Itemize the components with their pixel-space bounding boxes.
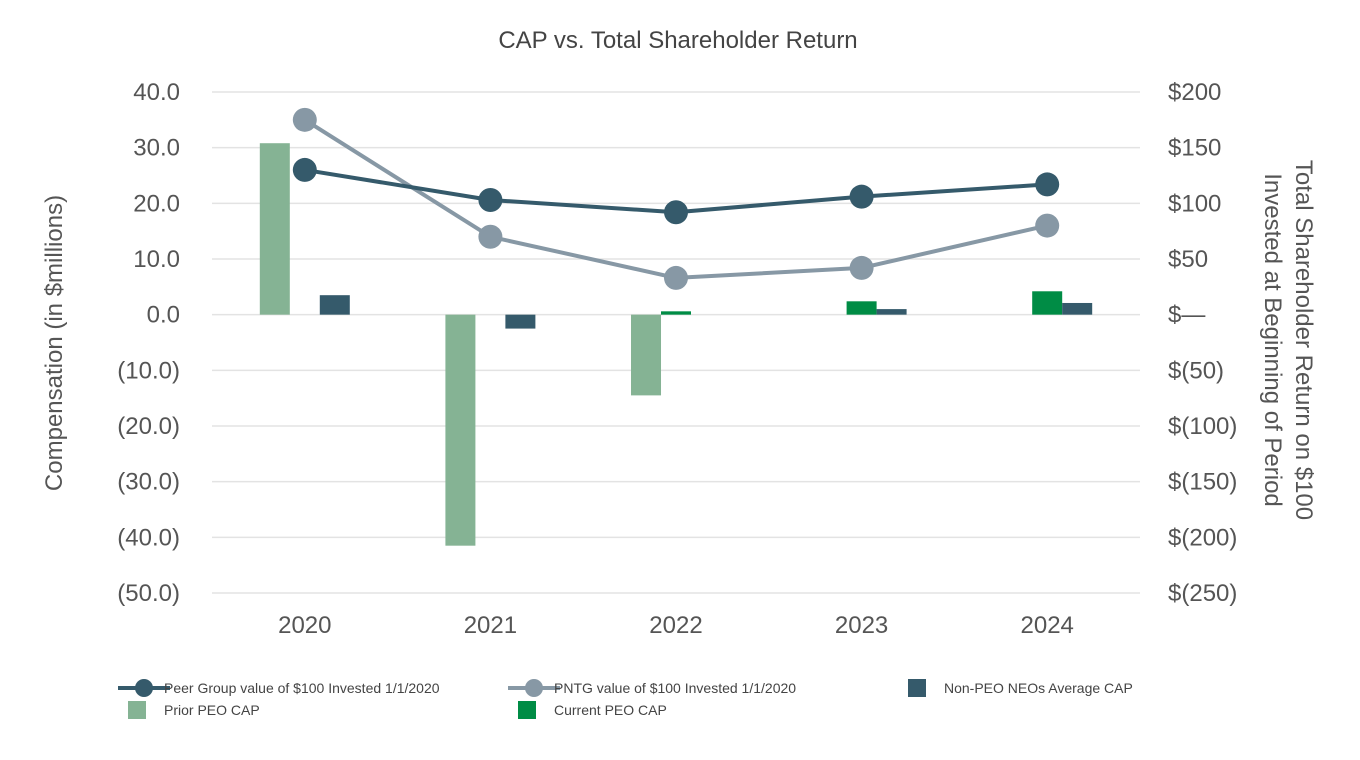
peer-group-tsr-point xyxy=(849,184,874,209)
tick-labels: 40.0 30.0 20.0 10.0 0.0 (10.0) (20.0) (30.0) (40… xyxy=(117,79,1237,639)
non-peo-neo-cap-bar xyxy=(505,314,536,329)
bar-marks xyxy=(259,143,1093,546)
pntg-tsr-point xyxy=(478,224,503,249)
right-axis-title-line1: Total Shareholder Return on $100 xyxy=(1290,160,1317,520)
left-tick-label: 10.0 xyxy=(133,246,180,273)
x-tick-label: 2021 xyxy=(464,612,517,639)
x-tick-label: 2023 xyxy=(835,612,888,639)
current-peo-cap-bar xyxy=(661,311,691,315)
right-tick-label: $100 xyxy=(1168,190,1221,217)
left-tick-label: 0.0 xyxy=(147,302,180,329)
legend: Peer Group value of $100 Invested 1/1/20… xyxy=(118,679,1133,719)
left-tick-label: (40.0) xyxy=(117,524,180,551)
right-axis-title-line2: Invested at Beginning of Period xyxy=(1259,173,1286,507)
chart-title: CAP vs. Total Shareholder Return xyxy=(498,27,857,54)
left-tick-label: 40.0 xyxy=(133,79,180,106)
legend-line-pntg-label: PNTG value of $100 Invested 1/1/2020 xyxy=(554,680,796,696)
left-tick-label: (30.0) xyxy=(117,469,180,496)
legend-bar-current-swatch xyxy=(518,701,536,719)
peer-group-tsr-point xyxy=(664,200,688,225)
right-tick-label: $(50) xyxy=(1168,357,1224,384)
right-tick-label: $(150) xyxy=(1168,469,1237,496)
legend-bar-current-label: Current PEO CAP xyxy=(554,702,667,718)
legend-line-peer-label: Peer Group value of $100 Invested 1/1/20… xyxy=(164,680,440,696)
current-peo-cap-bar xyxy=(846,301,877,315)
right-tick-label: $200 xyxy=(1168,79,1221,106)
pntg-tsr-point xyxy=(1035,213,1060,238)
left-tick-label: (20.0) xyxy=(117,413,180,440)
prior-peo-cap-bar xyxy=(259,143,290,315)
legend-bar-nonpeo-label: Non-PEO NEOs Average CAP xyxy=(944,680,1133,696)
pntg-tsr-point xyxy=(849,255,874,280)
gridlines xyxy=(212,91,1140,594)
left-tick-label: 30.0 xyxy=(133,135,180,162)
legend-bar-nonpeo-swatch xyxy=(908,679,926,697)
legend-bar-prior-label: Prior PEO CAP xyxy=(164,702,260,718)
non-peo-neo-cap-bar xyxy=(319,295,350,315)
x-tick-label: 2022 xyxy=(649,612,702,639)
left-axis-title: Compensation (in $millions) xyxy=(41,195,68,491)
x-tick-label: 2020 xyxy=(278,612,331,639)
pntg-tsr-point xyxy=(292,107,317,132)
right-tick-label: $50 xyxy=(1168,246,1208,273)
current-peo-cap-bar xyxy=(1032,291,1063,315)
right-tick-label: $(250) xyxy=(1168,580,1237,607)
right-tick-label: $— xyxy=(1168,302,1205,329)
line-marks xyxy=(292,107,1060,290)
peer-group-tsr-point xyxy=(1035,172,1060,197)
right-tick-label: $150 xyxy=(1168,135,1221,162)
left-tick-label: 20.0 xyxy=(133,190,180,217)
non-peo-neo-cap-bar xyxy=(1062,302,1093,315)
right-tick-label: $(100) xyxy=(1168,413,1237,440)
legend-line-pntg-swatch-marker xyxy=(525,679,543,697)
legend-line-peer-swatch-marker xyxy=(135,679,153,697)
x-tick-label: 2024 xyxy=(1021,612,1074,639)
legend-bar-prior-swatch xyxy=(128,701,146,719)
peer-group-tsr-point xyxy=(292,157,317,182)
right-tick-label: $(200) xyxy=(1168,524,1237,551)
left-tick-label: (50.0) xyxy=(117,580,180,607)
non-peo-neo-cap-bar xyxy=(876,309,907,315)
pntg-tsr-point xyxy=(664,265,688,290)
prior-peo-cap-bar xyxy=(445,314,476,546)
prior-peo-cap-bar xyxy=(631,314,662,396)
pntg-tsr-line xyxy=(303,118,1048,280)
left-tick-label: (10.0) xyxy=(117,357,180,384)
peer-group-tsr-point xyxy=(478,187,503,212)
